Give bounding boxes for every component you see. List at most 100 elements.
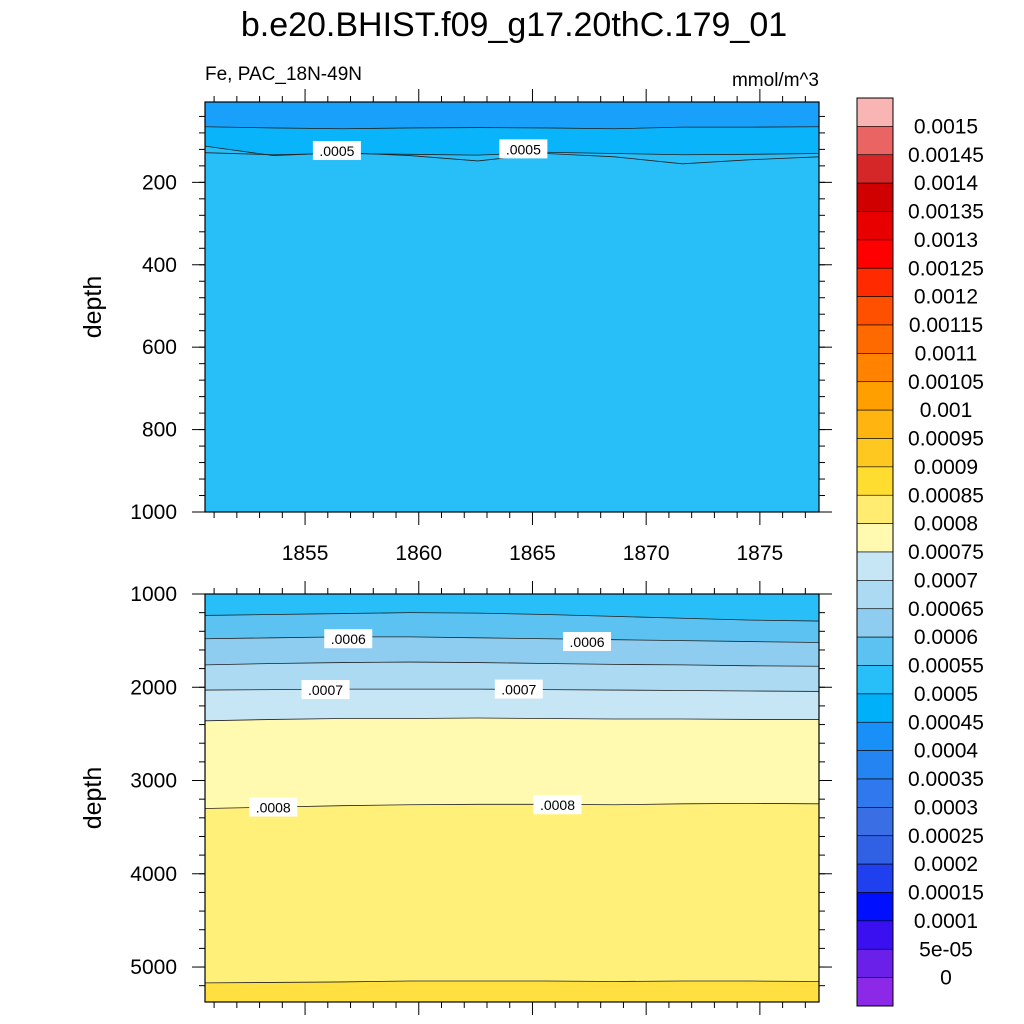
colorbar-label: 0.00055: [908, 655, 984, 678]
y-tick-label: 800: [142, 419, 177, 442]
colorbar-label: 5e-05: [919, 938, 973, 961]
x-tick-label: 1875: [737, 542, 784, 565]
colorbar-box: [856, 665, 894, 695]
x-tick-label: 1865: [509, 542, 556, 565]
colorbar-box: [856, 466, 894, 496]
lower-fill-6: [205, 981, 819, 1002]
colorbar-label: 0.00145: [908, 144, 984, 167]
contour-label: .0008: [256, 800, 291, 816]
y-tick-label: 600: [142, 336, 177, 359]
contour-label-box: [563, 632, 612, 652]
colorbar-label: 0.0001: [914, 910, 978, 933]
y-axis-label: depth: [79, 276, 107, 339]
colorbar-box: [856, 835, 894, 865]
colorbar-box: [856, 693, 894, 723]
contour-label: .0005: [319, 143, 354, 159]
colorbar-box: [856, 126, 894, 156]
colorbar-outline: [856, 97, 894, 1007]
contour-label: .0006: [570, 634, 605, 650]
colorbar-box: [856, 267, 894, 297]
colorbar-label: 0.0004: [914, 740, 979, 763]
colorbar-label: 0.0003: [914, 796, 978, 819]
y-tick-label: 5000: [130, 956, 177, 979]
upper-fill-2: [205, 146, 819, 512]
colorbar-box: [856, 494, 894, 524]
colorbar-label: 0.00025: [908, 825, 984, 848]
colorbar-label: 0.0011: [915, 342, 978, 365]
y-tick-label: 3000: [130, 770, 177, 793]
x-tick-label: 1860: [395, 542, 442, 565]
contour-label: .0006: [331, 631, 366, 647]
x-tick-label: 1855: [282, 542, 329, 565]
upper-contour-line: [205, 126, 819, 130]
contour-label-box: [533, 795, 582, 815]
subtitle-left: Fe, PAC_18N-49N: [205, 64, 362, 85]
colorbar-box: [856, 296, 894, 326]
colorbar-box: [856, 438, 894, 468]
lower-contour-line: [205, 717, 819, 722]
colorbar-box: [856, 97, 894, 127]
y-tick-label: 1000: [130, 583, 177, 606]
colorbar-label: 0.0009: [914, 456, 978, 479]
colorbar-label: 0.0007: [914, 569, 978, 592]
lower-contour-line: [205, 980, 819, 984]
colorbar-box: [856, 636, 894, 666]
colorbar-label: 0.00075: [908, 541, 984, 564]
colorbar-label: 0.001: [920, 399, 973, 422]
colorbar-label: 0.0015: [914, 115, 978, 138]
colorbar-box: [856, 920, 894, 950]
main-title: b.e20.BHIST.f09_g17.20thC.179_01: [241, 6, 787, 44]
colorbar-box: [856, 580, 894, 610]
lower-panel: .0006 .0006 .0007 .0007 .0008 .0008 1000 2000 30…: [79, 581, 832, 1015]
x-tick-label: 1870: [623, 542, 670, 565]
colorbar-label: 0.0006: [914, 626, 978, 649]
colorbar-box: [856, 211, 894, 241]
colorbar-label: 0.0008: [914, 513, 978, 536]
colorbar-box: [856, 409, 894, 439]
lower-fill-5: [205, 803, 819, 1002]
lower-contour-line: [205, 636, 819, 643]
colorbar-box: [856, 523, 894, 553]
colorbar-label: 0.00085: [908, 484, 984, 507]
colorbar-box: [856, 182, 894, 212]
colorbar-label: 0.0012: [914, 286, 978, 309]
colorbar-box: [856, 353, 894, 383]
contour-label: .0007: [501, 682, 536, 698]
colorbar-label: 0.00125: [908, 257, 984, 280]
subtitle-right: mmol/m^3: [732, 70, 819, 91]
contour-label-box: [249, 797, 298, 817]
colorbar-box: [856, 154, 894, 184]
contour-label-box: [494, 679, 543, 699]
contour-label: .0008: [540, 797, 575, 813]
colorbar-label: 0.0014: [914, 172, 979, 195]
colorbar-box: [856, 381, 894, 411]
colorbar-box: [856, 324, 894, 354]
contour-label-box: [301, 680, 350, 700]
colorbar-box: [856, 608, 894, 638]
colorbar-label: 0.00015: [908, 882, 984, 905]
contour-label-box: [312, 141, 361, 161]
colorbar-label: 0.0013: [914, 229, 978, 252]
colorbar-label: 0.00115: [909, 314, 983, 337]
colorbar-label: 0.00095: [908, 428, 984, 451]
colorbar-box: [856, 551, 894, 581]
colorbar-box: [856, 948, 894, 978]
colorbar-label: 0.00045: [908, 711, 984, 734]
colorbar-label: 0.00035: [908, 768, 984, 791]
colorbar-label: 0.00065: [908, 598, 984, 621]
y-tick-label: 200: [142, 171, 177, 194]
contour-label: .0007: [308, 682, 343, 698]
colorbar: 0.0015 0.00145 0.0014 0.00135 0.0013 0.00125 0…: [856, 97, 984, 1007]
colorbar-label: 0.00105: [908, 371, 984, 394]
lower-contour-line: [205, 612, 819, 622]
lower-contour-line: [205, 802, 819, 809]
y-tick-label: 4000: [130, 863, 177, 886]
colorbar-box: [856, 721, 894, 751]
colorbar-box: [856, 750, 894, 780]
y-tick-label: 400: [142, 254, 177, 277]
lower-contour-line: [205, 661, 819, 667]
upper-panel: .0005 .0005 200 400 600 800 1000 1855 1860 1865 18…: [79, 89, 832, 565]
colorbar-box: [856, 977, 894, 1007]
colorbar-box: [856, 892, 894, 922]
